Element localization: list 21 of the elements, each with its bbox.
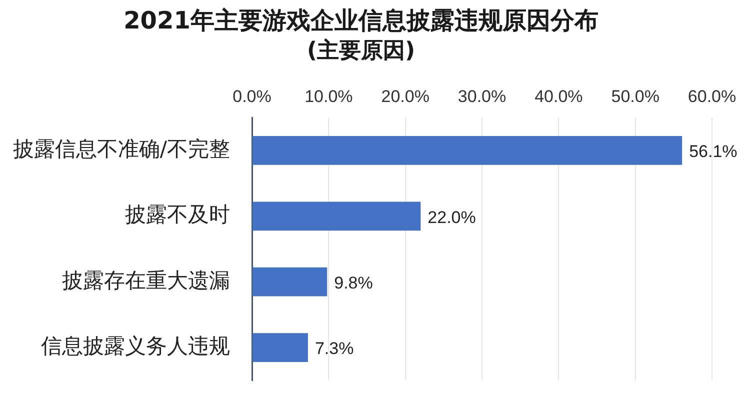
bar xyxy=(252,333,308,362)
data-label: 22.0% xyxy=(428,208,476,227)
chart-subtitle: (主要原因) xyxy=(306,38,416,64)
x-tick-label: 20.0% xyxy=(381,87,430,106)
y-tick-label: 信息披露义务人违规 xyxy=(41,334,230,358)
bar xyxy=(252,267,328,296)
data-label: 56.1% xyxy=(689,142,738,162)
y-tick-label: 披露不及时 xyxy=(125,202,230,227)
chart-title: 2021年主要游戏企业信息披露违规原因分布 xyxy=(124,6,598,35)
bar xyxy=(252,202,421,231)
x-tick-label: 10.0% xyxy=(304,87,353,106)
y-tick-label: 披露存在重大遗漏 xyxy=(62,268,230,292)
data-label: 7.3% xyxy=(314,339,354,358)
x-tick-label: 40.0% xyxy=(534,87,583,106)
x-tick-label: 0.0% xyxy=(232,87,272,106)
data-label: 9.8% xyxy=(334,274,373,293)
bar xyxy=(252,136,682,165)
x-tick-label: 60.0% xyxy=(688,87,736,106)
y-tick-label: 披露信息不准确/不完整 xyxy=(12,136,230,161)
x-tick-label: 50.0% xyxy=(611,87,660,106)
x-tick-label: 30.0% xyxy=(458,87,506,106)
